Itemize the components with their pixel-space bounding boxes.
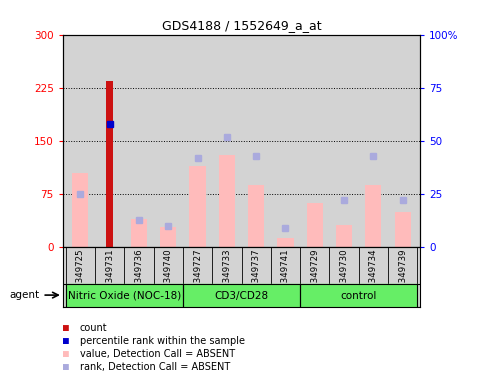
Text: control: control bbox=[341, 291, 377, 301]
Bar bbox=[395, 212, 411, 247]
Text: Nitric Oxide (NOC-18): Nitric Oxide (NOC-18) bbox=[68, 291, 181, 301]
Bar bbox=[189, 166, 206, 247]
Text: CD3/CD28: CD3/CD28 bbox=[214, 291, 269, 301]
Text: GSM349740: GSM349740 bbox=[164, 248, 173, 301]
Text: GSM349739: GSM349739 bbox=[398, 248, 407, 301]
Text: GSM349737: GSM349737 bbox=[252, 248, 261, 301]
Bar bbox=[307, 203, 323, 247]
Bar bbox=[131, 219, 147, 247]
Text: value, Detection Call = ABSENT: value, Detection Call = ABSENT bbox=[80, 349, 235, 359]
Bar bbox=[300, 284, 417, 307]
Text: GSM349727: GSM349727 bbox=[193, 248, 202, 301]
Bar bbox=[160, 227, 176, 247]
Text: ■: ■ bbox=[63, 349, 69, 359]
Bar bbox=[66, 284, 183, 307]
Text: rank, Detection Call = ABSENT: rank, Detection Call = ABSENT bbox=[80, 362, 230, 372]
Text: count: count bbox=[80, 323, 107, 333]
Text: GSM349729: GSM349729 bbox=[310, 248, 319, 301]
Bar bbox=[219, 155, 235, 247]
Text: GSM349736: GSM349736 bbox=[134, 248, 143, 301]
Text: agent: agent bbox=[9, 290, 39, 300]
Title: GDS4188 / 1552649_a_at: GDS4188 / 1552649_a_at bbox=[162, 19, 321, 32]
Bar bbox=[106, 81, 114, 247]
Bar bbox=[336, 225, 352, 247]
Bar bbox=[72, 173, 88, 247]
Text: GSM349731: GSM349731 bbox=[105, 248, 114, 301]
Text: GSM349730: GSM349730 bbox=[340, 248, 349, 301]
Text: ■: ■ bbox=[63, 336, 69, 346]
Text: ■: ■ bbox=[63, 323, 69, 333]
Text: GSM349725: GSM349725 bbox=[76, 248, 85, 301]
Text: GSM349733: GSM349733 bbox=[222, 248, 231, 301]
Text: GSM349734: GSM349734 bbox=[369, 248, 378, 301]
Text: percentile rank within the sample: percentile rank within the sample bbox=[80, 336, 245, 346]
Text: GSM349741: GSM349741 bbox=[281, 248, 290, 301]
Bar bbox=[365, 185, 382, 247]
Bar bbox=[277, 238, 294, 247]
Bar bbox=[248, 185, 264, 247]
Text: ■: ■ bbox=[63, 362, 69, 372]
Bar bbox=[183, 284, 300, 307]
